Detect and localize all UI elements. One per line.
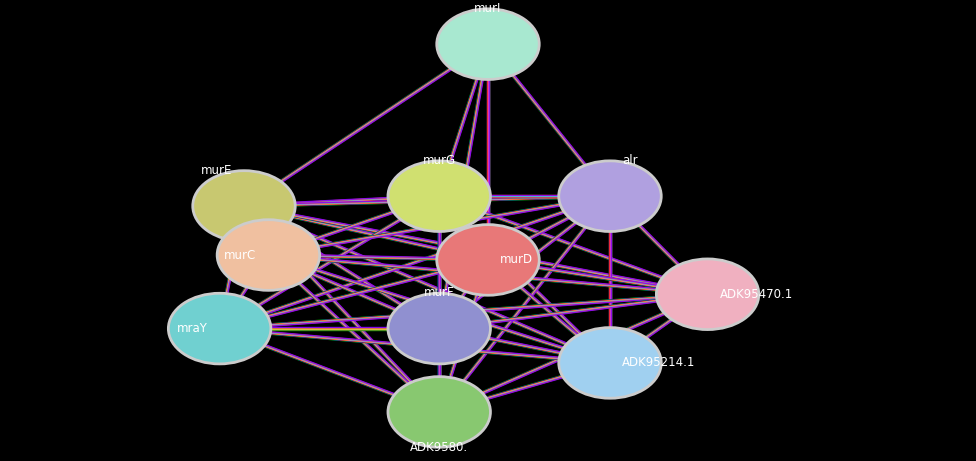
Text: murI: murI [474,2,502,15]
Text: ADK95214.1: ADK95214.1 [623,356,696,369]
Text: murD: murD [501,254,533,266]
Text: murG: murG [423,154,456,167]
Ellipse shape [388,293,491,364]
Text: murF: murF [424,286,455,299]
Ellipse shape [388,161,491,231]
Text: ADK95470.1: ADK95470.1 [720,288,793,301]
Ellipse shape [388,377,491,447]
Ellipse shape [218,220,320,290]
Ellipse shape [169,293,271,364]
Ellipse shape [558,328,662,398]
Ellipse shape [437,225,539,295]
Ellipse shape [657,259,759,330]
Text: alr: alr [623,154,638,167]
Text: murC: murC [224,248,256,261]
Ellipse shape [558,161,662,231]
Text: ADK9580.: ADK9580. [410,441,468,455]
Ellipse shape [437,9,539,79]
Text: mraY: mraY [177,322,208,335]
Text: murE: murE [200,164,231,177]
Ellipse shape [193,171,296,241]
